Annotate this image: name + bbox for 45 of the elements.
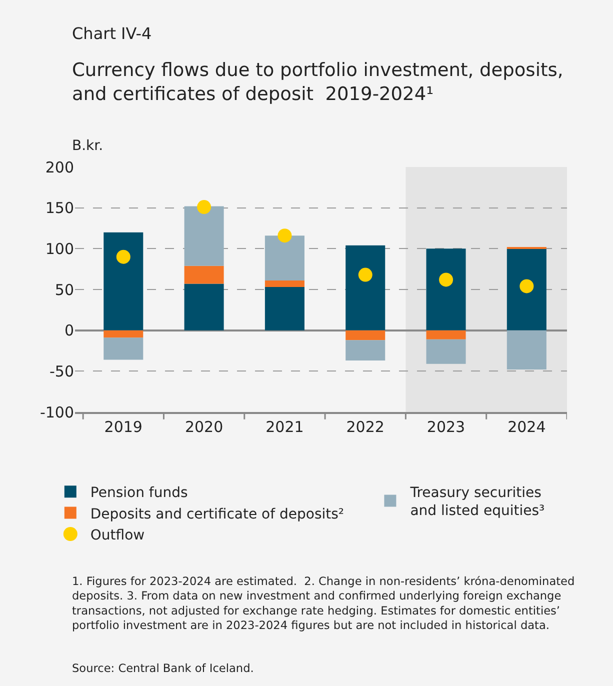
bar <box>184 284 224 330</box>
bar <box>184 266 224 284</box>
chart-subtitle: Chart IV-4 <box>72 24 152 43</box>
text: 1. Figures for 2023-2024 are estimated. 2. Change in non-residents’ króna-denominated deposits. 3. From data on new investment and confirmed underlying foreign exchange transactions, not adjusted for exchange rate hedging. Estimates for domestic entities’ portfolio investment are in 2023-2024 figures but are not included in historical data. <box>72 575 575 632</box>
y-tick-label: -100 <box>40 403 74 422</box>
y-axis-title: B.kr. <box>72 138 104 154</box>
legend-label: Treasury securities and listed equities³ <box>409 485 545 520</box>
point <box>520 279 534 294</box>
point <box>278 228 292 243</box>
bar <box>506 248 546 330</box>
point <box>358 268 372 282</box>
bar <box>346 330 386 340</box>
bar <box>346 340 386 361</box>
x-tick-label: 2022 <box>346 418 384 436</box>
bar <box>426 248 466 330</box>
y-tick-label: 50 <box>54 280 74 299</box>
y-tick-label: 200 <box>45 158 74 176</box>
legend-label: Deposits and certificate of deposits² <box>90 506 344 522</box>
bar <box>184 206 224 266</box>
x-tick-label: 2021 <box>266 418 304 436</box>
legend-label: Outflow <box>90 527 145 544</box>
legend-label: Pension funds <box>90 485 188 502</box>
bar <box>346 245 386 330</box>
bar <box>264 280 304 288</box>
point <box>439 272 454 287</box>
y-tick-label: 0 <box>64 322 74 340</box>
x-tick-label: 2020 <box>184 418 224 436</box>
point <box>197 200 212 214</box>
chart-title: Currency flows due to portfolio investment, deposits, and certificates of deposit 2019-2024¹ <box>72 60 564 106</box>
bar <box>426 339 466 364</box>
y-tick-label: -50 <box>50 362 74 380</box>
bar <box>264 236 304 281</box>
bar <box>104 330 144 338</box>
y-tick-label: 150 <box>45 199 74 218</box>
point <box>116 250 130 264</box>
bar <box>104 232 144 330</box>
y-tick-label: 100 <box>45 240 74 258</box>
bar <box>264 287 304 330</box>
x-tick-label: 2019 <box>104 418 142 436</box>
source-note: Source: Central Bank of Iceland. <box>72 662 254 675</box>
bar <box>506 330 546 370</box>
x-tick-label: 2023 <box>426 418 466 436</box>
x-tick-label: 2024 <box>508 418 546 436</box>
bar <box>426 330 466 340</box>
bar <box>104 338 144 360</box>
